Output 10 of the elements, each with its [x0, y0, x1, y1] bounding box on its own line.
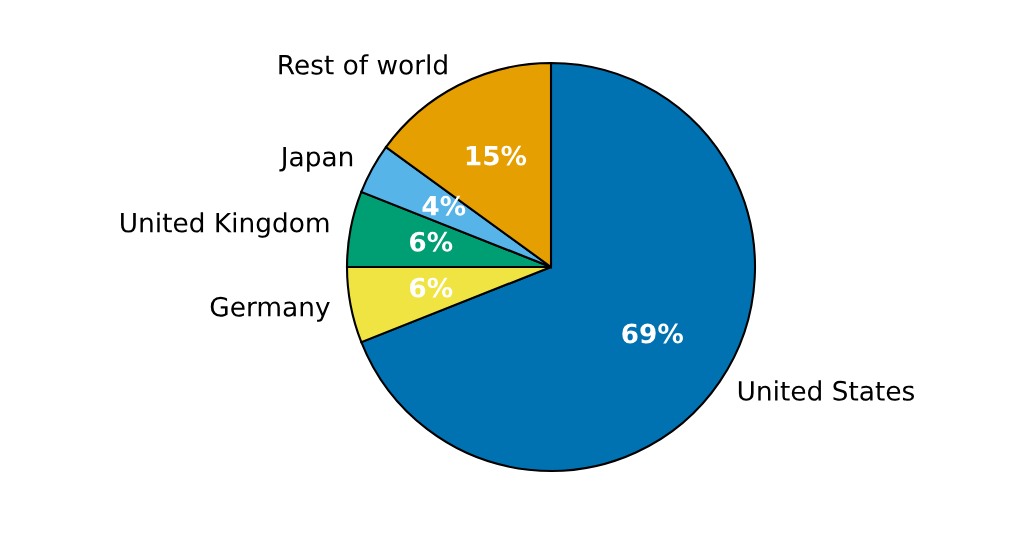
- data-label: 6%: [410, 277, 453, 298]
- slice-label: Rest of world: [279, 54, 447, 75]
- slice-label: United Kingdom: [121, 212, 329, 238]
- data-label: 69%: [622, 323, 683, 344]
- slice-label: United States: [738, 380, 914, 401]
- slice-label: Germany: [210, 296, 330, 322]
- data-label: 4%: [422, 195, 466, 216]
- slice-label: Japan: [279, 146, 353, 172]
- data-label: 6%: [410, 231, 453, 252]
- data-label: 15%: [466, 145, 527, 166]
